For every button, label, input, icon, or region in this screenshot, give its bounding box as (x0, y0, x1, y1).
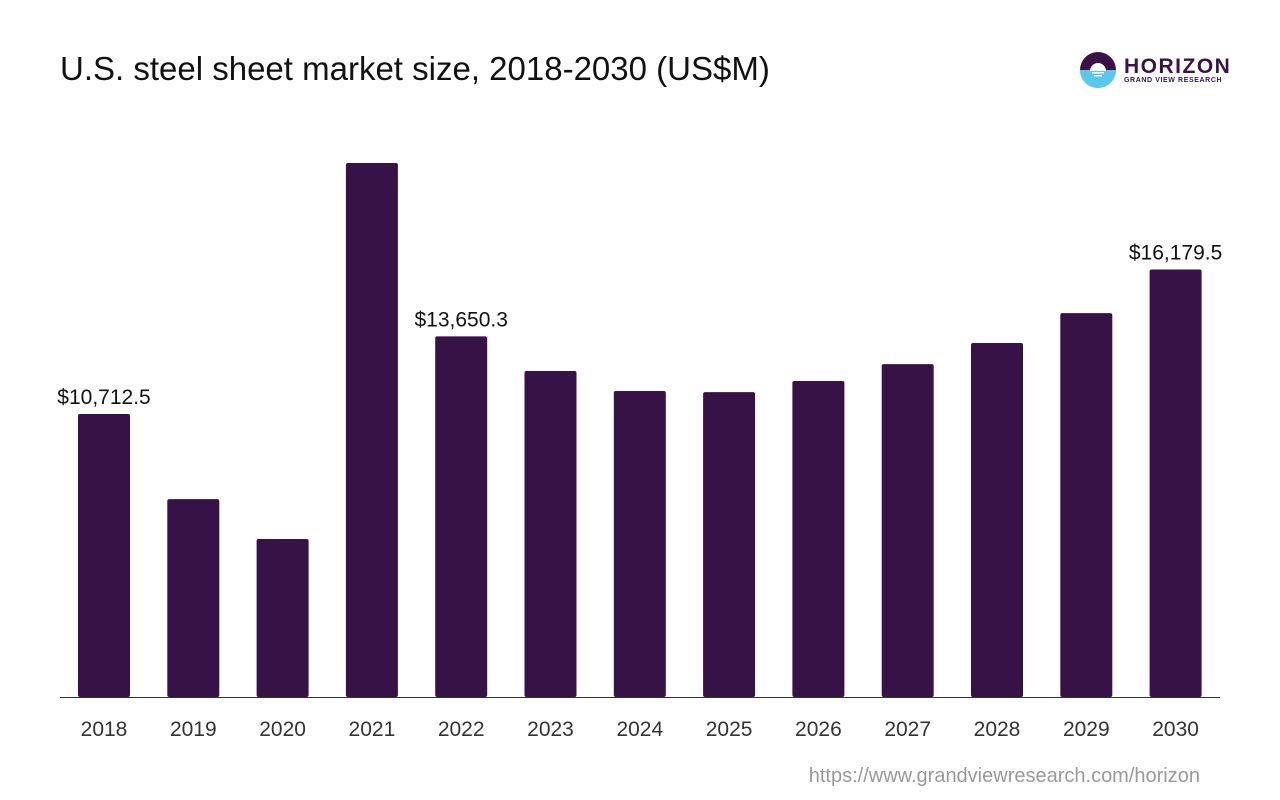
bar-2025 (703, 392, 756, 697)
bar-2021 (345, 163, 398, 697)
x-tick-label: 2027 (884, 718, 931, 741)
bar-2027 (881, 364, 934, 697)
x-tick-label: 2020 (259, 718, 306, 741)
logo-subtitle: GRAND VIEW RESEARCH (1124, 76, 1223, 84)
x-tick-label: 2019 (170, 718, 217, 741)
data-label: $16,179.5 (1129, 241, 1222, 264)
x-tick-label: 2030 (1152, 718, 1199, 741)
x-tick-label: 2029 (1063, 718, 1110, 741)
data-label: $13,650.3 (414, 308, 507, 331)
bar-2018 (78, 413, 130, 697)
bar-2019 (167, 499, 220, 697)
x-tick-label: 2025 (706, 718, 753, 741)
bar-2023 (524, 370, 577, 697)
x-tick-label: 2018 (81, 718, 128, 741)
horizon-logo-icon (1080, 52, 1116, 88)
horizon-logo: HORIZON GRAND VIEW RESEARCH (1080, 52, 1231, 88)
bar-2029 (1060, 313, 1113, 697)
x-tick-label: 2022 (438, 718, 485, 741)
bar-2022 (435, 336, 488, 697)
bar-2028 (971, 342, 1023, 697)
x-tick-label: 2026 (795, 718, 842, 741)
data-label: $10,712.5 (57, 386, 150, 409)
chart-title: U.S. steel sheet market size, 2018-2030 … (60, 50, 770, 87)
source-url: https://www.grandviewresearch.com/horizo… (808, 765, 1200, 787)
x-tick-label: 2023 (527, 718, 574, 741)
x-tick-label: 2028 (974, 718, 1021, 741)
x-tick-label: 2024 (616, 718, 663, 741)
logo-name: HORIZON (1124, 54, 1232, 78)
x-tick-label: 2021 (349, 718, 396, 741)
bar-2020 (256, 538, 309, 697)
bar-2030 (1149, 269, 1202, 697)
bar-2026 (792, 380, 845, 697)
bar-2024 (613, 391, 666, 697)
